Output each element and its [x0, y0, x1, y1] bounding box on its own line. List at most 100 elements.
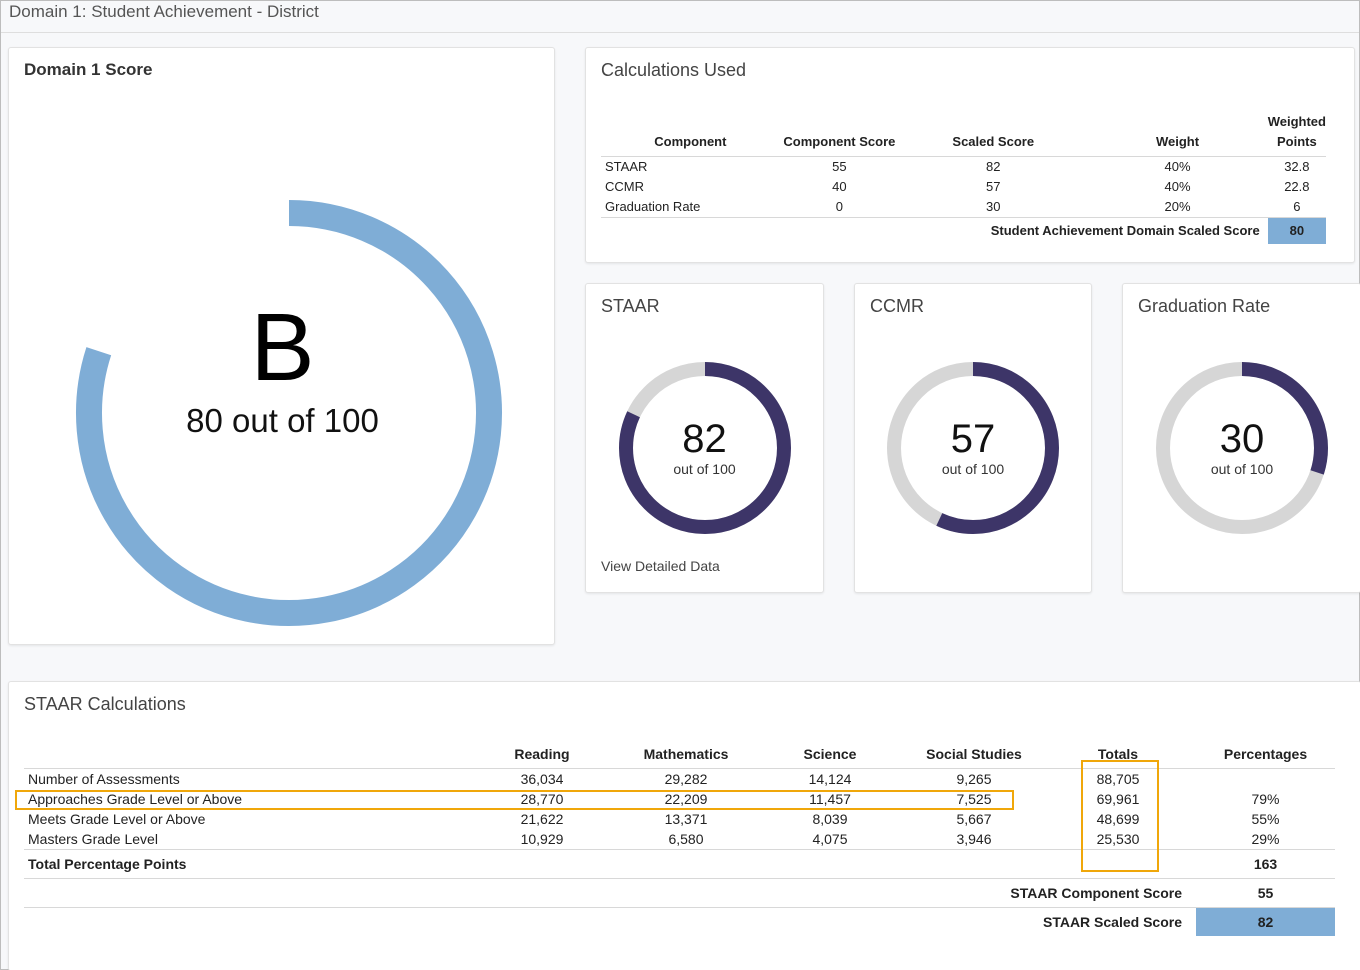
cell: 55	[832, 159, 847, 174]
row-label: Approaches Grade Level or Above	[28, 791, 243, 807]
staar-donut	[619, 362, 791, 534]
cell: 6,580	[668, 831, 704, 847]
graduation-rate-donut-fill	[1156, 362, 1328, 534]
cell: 28,770	[520, 791, 564, 807]
cell: 0	[835, 199, 844, 214]
cell: 7,525	[956, 791, 992, 807]
graduation-rate-score: 30	[1219, 417, 1265, 461]
cell: 40%	[1164, 159, 1191, 174]
cell: 20%	[1164, 199, 1191, 214]
cell: 57	[986, 179, 1001, 194]
row-label: Meets Grade Level or Above	[28, 811, 206, 827]
calculations-header-row: Component Component Score Scaled Score W…	[601, 112, 1326, 157]
cell: 25,530	[1096, 831, 1140, 847]
domain-score-title: Domain 1 Score	[24, 60, 153, 79]
staar-scaled-score-row: STAAR Scaled Score 82	[24, 907, 1335, 936]
calculations-table: Component Component Score Scaled Score W…	[601, 112, 1326, 244]
cell: 10,929	[520, 831, 564, 847]
cell: 22,209	[664, 791, 708, 807]
cell: Graduation Rate	[605, 199, 701, 214]
total-percentage-points-value: 163	[1196, 849, 1335, 879]
row-label: Number of Assessments	[28, 771, 180, 787]
staar-calculations-table: Reading Mathematics Science Social Studi…	[24, 744, 1335, 936]
cell: 29,282	[664, 771, 708, 787]
table-row: Number of Assessments 36,034 29,282 14,1…	[24, 769, 1335, 790]
cell: 14,124	[808, 771, 852, 787]
staar-card: STAAR 82 out of 100 View Detailed Data	[585, 283, 824, 593]
col-header-reading: Reading	[464, 744, 620, 769]
col-header-percentages: Percentages	[1196, 744, 1335, 769]
col-header-mathematics: Mathematics	[620, 744, 752, 769]
ccmr-card-title: CCMR	[870, 296, 924, 316]
title-divider	[1, 32, 1359, 33]
cell: 79%	[1251, 791, 1280, 807]
row-label: Masters Grade Level	[28, 831, 158, 847]
col-header-social-studies: Social Studies	[908, 744, 1040, 769]
staar-calculations-card: STAAR Calculations Reading Mathematics S…	[8, 681, 1360, 970]
col-header-weight: Weight	[1087, 112, 1268, 157]
staar-card-title: STAAR	[601, 296, 660, 316]
staar-component-score-label: STAAR Component Score	[24, 878, 1196, 908]
cell: 32.8	[1284, 159, 1310, 174]
cell: 6	[1293, 199, 1301, 214]
graduation-rate-card-title: Graduation Rate	[1138, 296, 1271, 316]
staar-donut-fill	[619, 362, 791, 534]
graduation-rate-donut	[1156, 362, 1328, 534]
ccmr-score: 57	[950, 417, 996, 461]
view-detailed-data-link[interactable]: View Detailed Data	[601, 558, 720, 574]
table-row: Meets Grade Level or Above 21,622 13,371…	[24, 809, 1335, 829]
cell: 82	[986, 159, 1001, 174]
cell: 8,039	[812, 811, 848, 827]
cell: 3,946	[956, 831, 992, 847]
table-row: Graduation Rate 0 30 20% 6	[601, 197, 1326, 218]
cell: 30	[986, 199, 1001, 214]
cell: 40	[832, 179, 847, 194]
cell	[1196, 769, 1335, 790]
cell: 4,075	[812, 831, 848, 847]
ccmr-donut	[887, 362, 1059, 534]
cell: 11,457	[809, 791, 851, 807]
ccmr-donut-fill	[887, 362, 1059, 534]
cell: 13,371	[664, 811, 708, 827]
domain-score-arc	[76, 200, 502, 626]
staar-component-score-value: 55	[1196, 878, 1335, 908]
domain-grade: B	[250, 294, 315, 401]
cell: 9,265	[956, 771, 992, 787]
domain-scaled-score-value: 80	[1267, 217, 1326, 244]
domain-scaled-score-label: Student Achievement Domain Scaled Score	[601, 217, 1268, 244]
cell: 48,699	[1096, 811, 1140, 827]
calculations-used-card: Calculations Used Component Component Sc…	[585, 47, 1355, 263]
cell: 88,705	[1096, 771, 1140, 787]
cell: 29%	[1251, 831, 1280, 847]
col-header-totals: Totals	[1040, 744, 1196, 769]
total-percentage-points-label: Total Percentage Points	[24, 849, 1196, 879]
table-row: Masters Grade Level 10,929 6,580 4,075 3…	[24, 829, 1335, 850]
summary-row: Student Achievement Domain Scaled Score …	[601, 217, 1326, 244]
domain-score-text: 80 out of 100	[186, 402, 379, 439]
table-row: STAAR 55 82 40% 32.8	[601, 157, 1326, 178]
cell: 69,961	[1096, 791, 1140, 807]
cell: 22.8	[1284, 179, 1310, 194]
col-header-blank	[24, 744, 464, 769]
col-header-weighted-points: Weighted Points	[1267, 112, 1326, 157]
col-header-component-score: Component Score	[779, 112, 900, 157]
staar-component-score-row: STAAR Component Score 55	[24, 878, 1335, 908]
cell: STAAR	[605, 159, 648, 174]
col-header-scaled-score: Scaled Score	[899, 112, 1088, 157]
cell: 21,622	[520, 811, 564, 827]
cell: 36,034	[520, 771, 564, 787]
staar-score-sub: out of 100	[673, 461, 736, 477]
staar-scaled-score-label: STAAR Scaled Score	[24, 907, 1196, 936]
ccmr-score-sub: out of 100	[941, 461, 1005, 477]
graduation-rate-card: Graduation Rate 30 out of 100	[1122, 283, 1360, 593]
cell: 40%	[1164, 179, 1191, 194]
staar-score: 82	[682, 417, 727, 461]
domain-score-gauge	[76, 200, 502, 626]
table-row: CCMR 40 57 40% 22.8	[601, 177, 1326, 197]
staar-scaled-score-value: 82	[1196, 907, 1335, 936]
staar-calculations-title: STAAR Calculations	[24, 694, 186, 714]
cell: CCMR	[605, 179, 644, 194]
calculations-used-title: Calculations Used	[601, 60, 747, 80]
graduation-rate-score-sub: out of 100	[1210, 461, 1274, 477]
col-header-science: Science	[752, 744, 908, 769]
